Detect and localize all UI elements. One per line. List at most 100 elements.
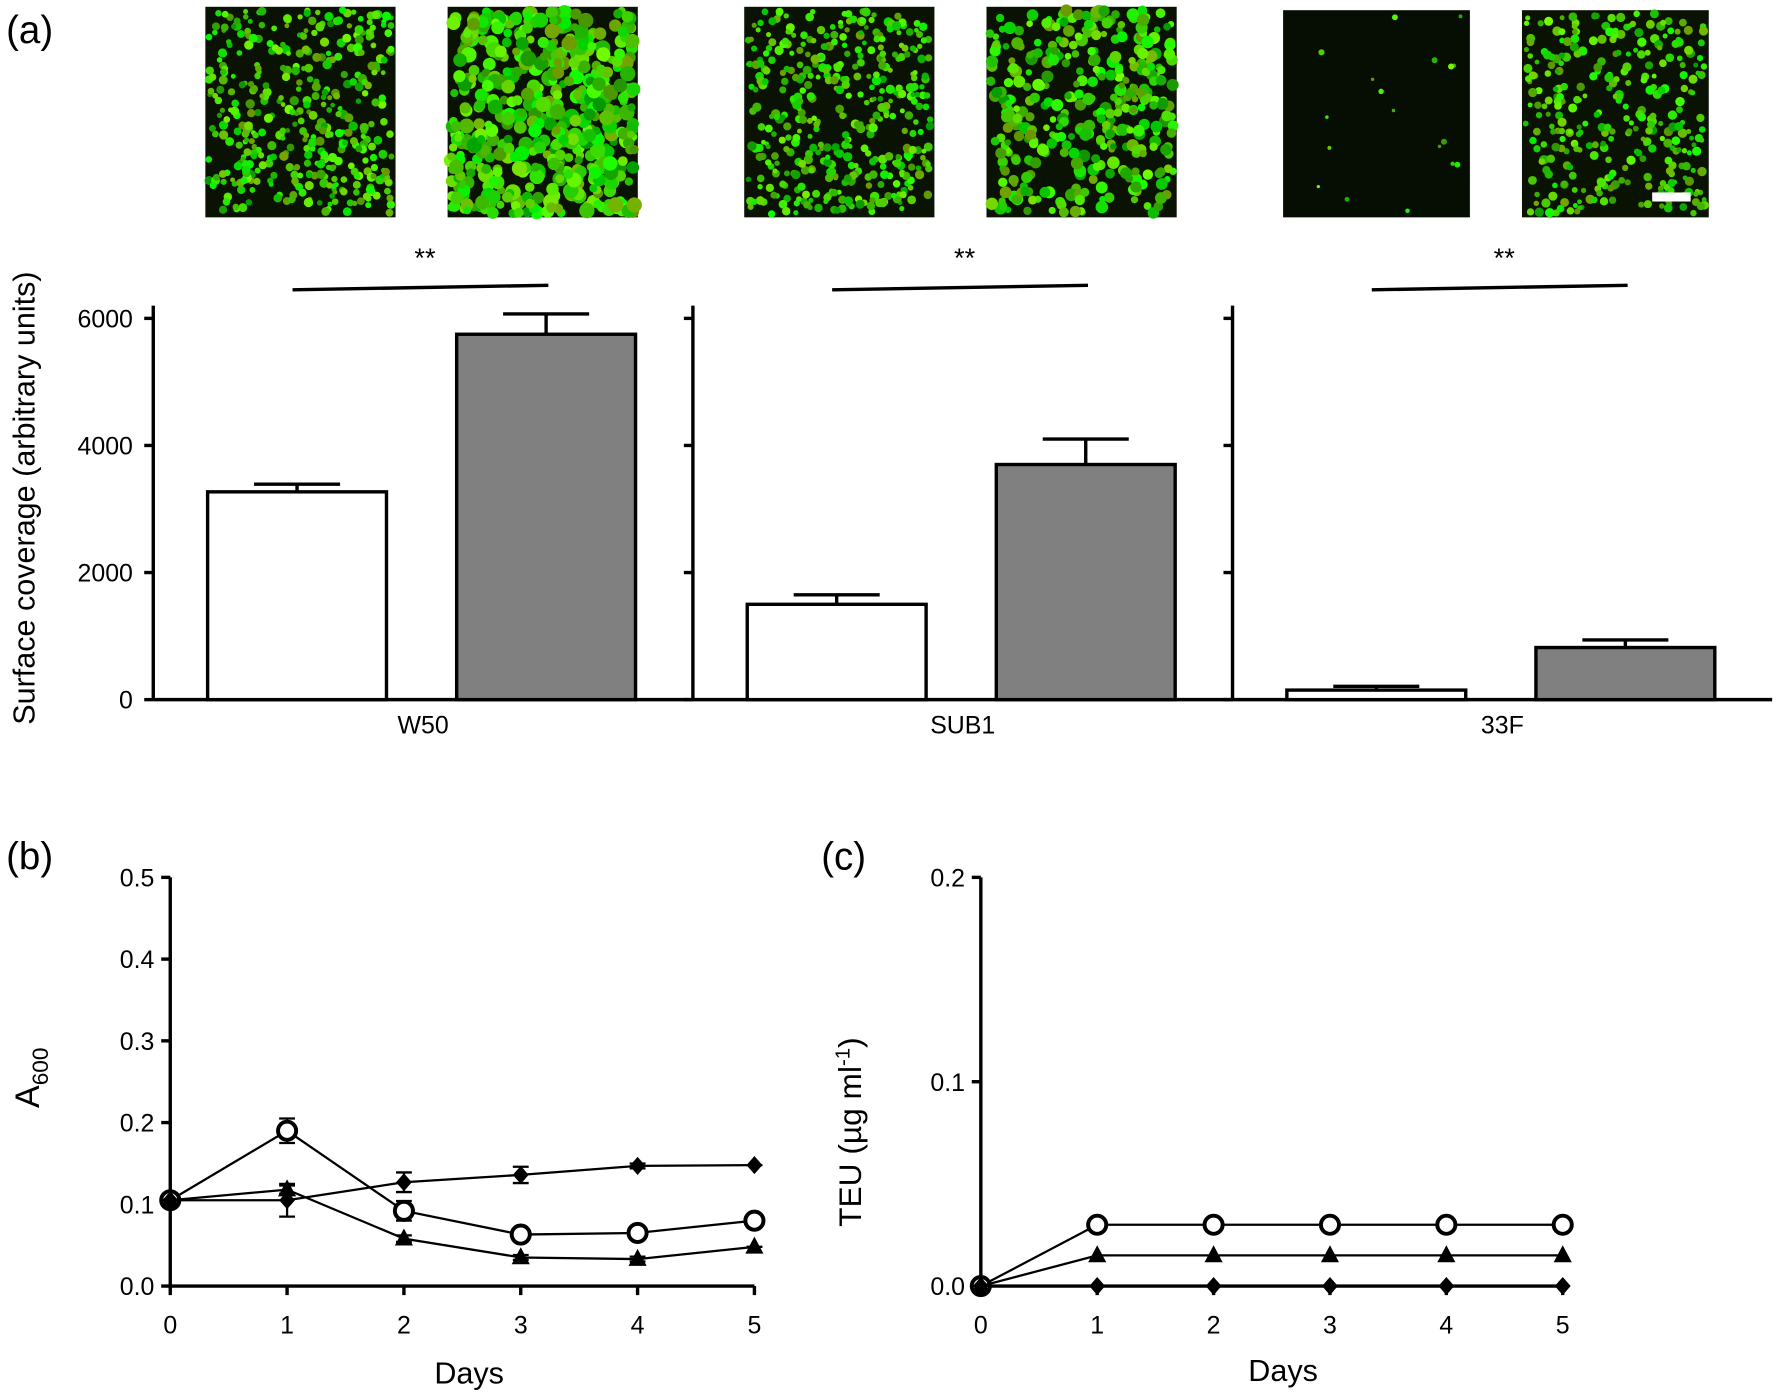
- cell: [1568, 12, 1578, 22]
- cell: [539, 52, 548, 61]
- cell: [1659, 135, 1665, 142]
- cell: [830, 30, 839, 39]
- cell: [1607, 13, 1616, 23]
- cell: [866, 73, 872, 79]
- marker: [1438, 1276, 1455, 1296]
- series-line: [980, 1223, 1563, 1288]
- cell: [1028, 138, 1039, 149]
- cell: [596, 47, 611, 62]
- cell: [781, 77, 789, 86]
- cell: [1659, 203, 1665, 209]
- cell: [857, 59, 865, 67]
- cell: [1036, 143, 1049, 156]
- cell: [308, 110, 318, 120]
- cell: [1028, 195, 1038, 205]
- cell: [220, 23, 229, 32]
- cell: [569, 114, 582, 127]
- cell: [1639, 155, 1647, 163]
- cell: [626, 197, 642, 213]
- cell: [807, 205, 813, 211]
- bar: [994, 462, 1177, 702]
- cell: [805, 12, 815, 22]
- cell: [231, 99, 239, 108]
- cell: [872, 111, 881, 120]
- cell: [592, 97, 607, 112]
- cell: [386, 200, 396, 209]
- cell: [380, 118, 388, 126]
- cell: [917, 128, 924, 135]
- cell: [593, 199, 603, 209]
- cell: [279, 127, 287, 135]
- cell: [1049, 116, 1057, 123]
- cell: [316, 159, 326, 169]
- cell: [1132, 124, 1145, 137]
- x-tick-label: 33F: [1481, 712, 1524, 740]
- cell: [1092, 161, 1102, 171]
- cell: [992, 33, 1000, 40]
- cell: [205, 33, 213, 41]
- cell: [351, 167, 358, 174]
- cell: [290, 170, 299, 179]
- marker: [1202, 1213, 1225, 1236]
- marker: [746, 1156, 763, 1175]
- cell: [617, 127, 630, 140]
- cell: [1008, 63, 1019, 74]
- cell: [297, 172, 304, 179]
- cell: [772, 168, 778, 174]
- cell: [620, 65, 636, 82]
- cell: [1092, 65, 1100, 74]
- cell: [353, 172, 361, 180]
- cell: [267, 141, 277, 151]
- marker: [1318, 1213, 1342, 1236]
- cell: [792, 133, 801, 142]
- cell: [244, 27, 252, 35]
- cell: [329, 193, 335, 199]
- cell: [797, 182, 806, 191]
- cell: [572, 89, 583, 100]
- cell: [574, 156, 583, 165]
- cell: [320, 101, 327, 108]
- cell: [808, 167, 815, 174]
- x-axis-label: Days: [434, 1356, 504, 1390]
- cell: [531, 162, 540, 172]
- cell: [1596, 189, 1603, 197]
- cell: [1616, 29, 1626, 39]
- cell: [354, 25, 364, 35]
- marker: [161, 1190, 180, 1208]
- cell: [365, 185, 375, 194]
- cell: [835, 104, 845, 114]
- cell: [468, 65, 480, 76]
- cell: [817, 141, 824, 148]
- cell: [280, 135, 286, 141]
- cell: [825, 154, 831, 160]
- cell: [985, 197, 999, 210]
- cell: [1681, 148, 1688, 154]
- cell: [1155, 8, 1166, 19]
- cell: [806, 117, 813, 124]
- cell: [869, 170, 878, 179]
- cell: [315, 22, 325, 32]
- cell: [1633, 47, 1639, 53]
- cell: [1588, 36, 1598, 46]
- cell: [879, 75, 887, 83]
- cell: [755, 152, 764, 161]
- cell: [1533, 145, 1541, 153]
- cell: [1131, 145, 1140, 154]
- cell: [925, 161, 931, 167]
- cell: [327, 201, 333, 207]
- cell: [1391, 108, 1396, 113]
- cell: [1671, 136, 1681, 145]
- cell: [1154, 192, 1167, 204]
- annotation: **: [414, 242, 436, 273]
- cell: [865, 182, 873, 189]
- cell: [1091, 29, 1102, 41]
- cell: [995, 147, 1007, 159]
- cell: [1405, 208, 1410, 214]
- cell: [1534, 207, 1544, 217]
- cell: [920, 37, 928, 44]
- cell: [512, 66, 523, 77]
- cell: [1546, 154, 1556, 163]
- cell: [289, 96, 299, 106]
- cell: [207, 87, 215, 95]
- cell: [1552, 182, 1558, 189]
